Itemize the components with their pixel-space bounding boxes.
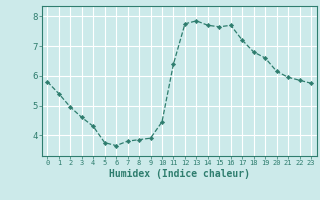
X-axis label: Humidex (Indice chaleur): Humidex (Indice chaleur) [109, 169, 250, 179]
